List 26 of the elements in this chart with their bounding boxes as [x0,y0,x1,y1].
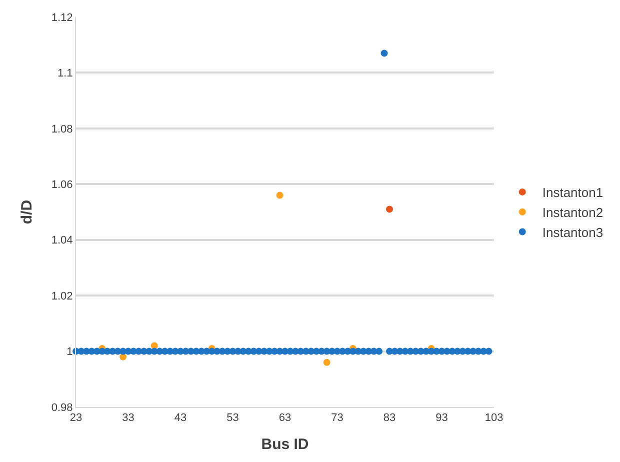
y-tick-label: 1.06 [51,178,73,191]
x-tick-label: 33 [122,412,134,424]
y-tick-label: 1.1 [58,68,73,80]
x-tick-label: 43 [174,412,187,424]
x-axis-title: Bus ID [261,436,309,454]
x-tick-label: 83 [383,412,396,424]
y-tick-label: 0.98 [51,402,73,414]
x-tick-label: 53 [226,412,239,424]
y-axis-title: d/D [18,200,36,224]
legend-label: Instanton1 [542,185,604,200]
point [386,206,393,213]
legend-label: Instanton2 [542,204,604,220]
y-tick-label: 1 [66,346,73,358]
legend-label: Instanton3 [542,224,604,240]
y-tick-label: 1.04 [51,234,73,247]
point [323,358,330,366]
point [276,192,284,199]
x-tick-label: 93 [436,412,448,424]
x-tick-label: 23 [70,412,82,424]
point [120,353,127,360]
y-tick-label: 1.02 [51,290,73,302]
y-tick-label: 1.12 [51,12,73,24]
x-tick-label: 63 [278,412,292,424]
x-tick-label: 73 [331,412,344,424]
x-tick-label: 103 [484,412,504,424]
y-tick-label: 1.08 [51,123,73,136]
